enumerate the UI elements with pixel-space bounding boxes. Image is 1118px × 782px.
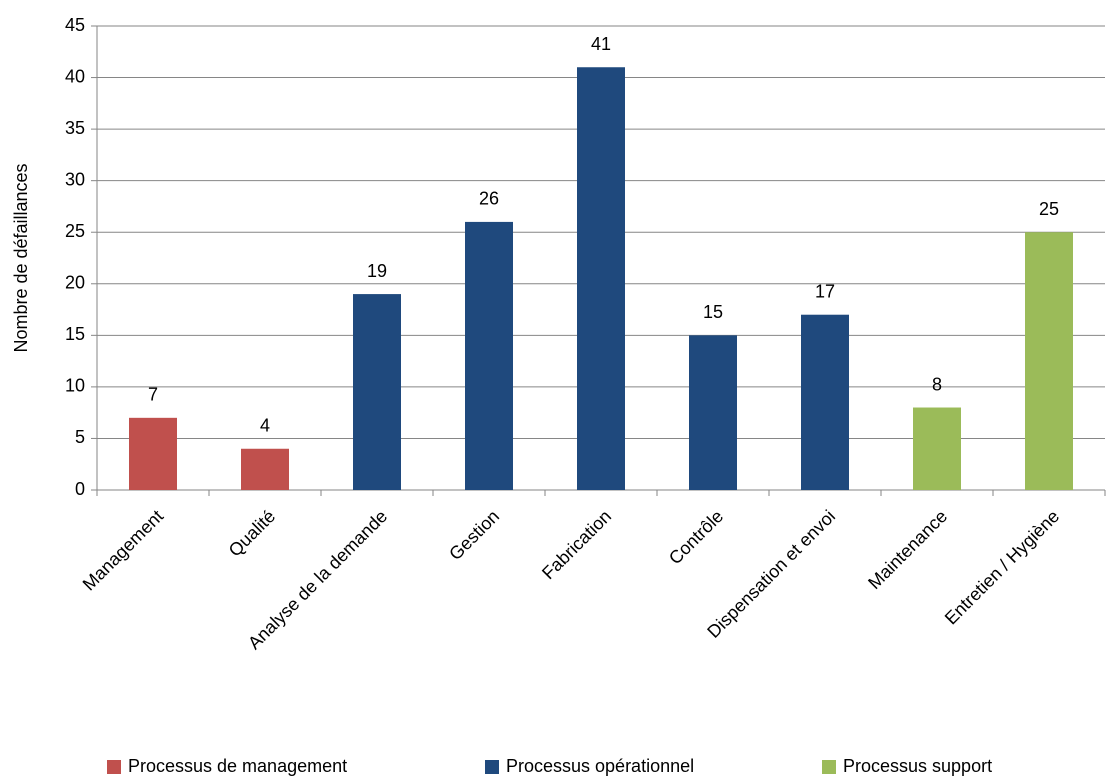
y-axis-label: Nombre de défaillances	[11, 163, 31, 352]
x-tick-label: Contrôle	[665, 506, 727, 568]
y-tick-label: 0	[75, 479, 85, 499]
x-tick-label: Dispensation et envoi	[703, 506, 839, 642]
bar	[577, 67, 625, 490]
legend-swatch	[107, 760, 121, 774]
x-tick-label: Qualité	[225, 506, 279, 560]
y-tick-label: 15	[65, 324, 85, 344]
bar	[1025, 232, 1073, 490]
data-label: 25	[1039, 199, 1059, 219]
bar	[689, 335, 737, 490]
bar	[241, 448, 289, 490]
y-tick-label: 10	[65, 376, 85, 396]
legend-label: Processus de management	[128, 756, 347, 776]
y-tick-label: 40	[65, 66, 85, 86]
y-tick-label: 45	[65, 15, 85, 35]
bar	[465, 221, 513, 490]
data-label: 19	[367, 261, 387, 281]
x-tick-label: Management	[79, 506, 167, 594]
data-label: 41	[591, 34, 611, 54]
y-tick-label: 30	[65, 169, 85, 189]
legend-label: Processus support	[843, 756, 992, 776]
bar	[913, 407, 961, 490]
x-tick-label: Gestion	[445, 506, 503, 564]
legend-swatch	[485, 760, 499, 774]
x-tick-label: Entretien / Hygiène	[941, 506, 1063, 628]
y-tick-label: 5	[75, 427, 85, 447]
data-label: 8	[932, 374, 942, 394]
y-tick-label: 20	[65, 273, 85, 293]
data-label: 17	[815, 281, 835, 301]
data-label: 26	[479, 189, 499, 209]
legend-label: Processus opérationnel	[506, 756, 694, 776]
legend-swatch	[822, 760, 836, 774]
y-tick-label: 35	[65, 118, 85, 138]
x-tick-label: Maintenance	[864, 506, 951, 593]
x-tick-label: Fabrication	[538, 506, 615, 583]
bar	[129, 417, 177, 490]
data-label: 15	[703, 302, 723, 322]
data-label: 7	[148, 385, 158, 405]
bar	[353, 294, 401, 490]
data-label: 4	[260, 416, 270, 436]
bar	[801, 314, 849, 490]
y-tick-label: 25	[65, 221, 85, 241]
